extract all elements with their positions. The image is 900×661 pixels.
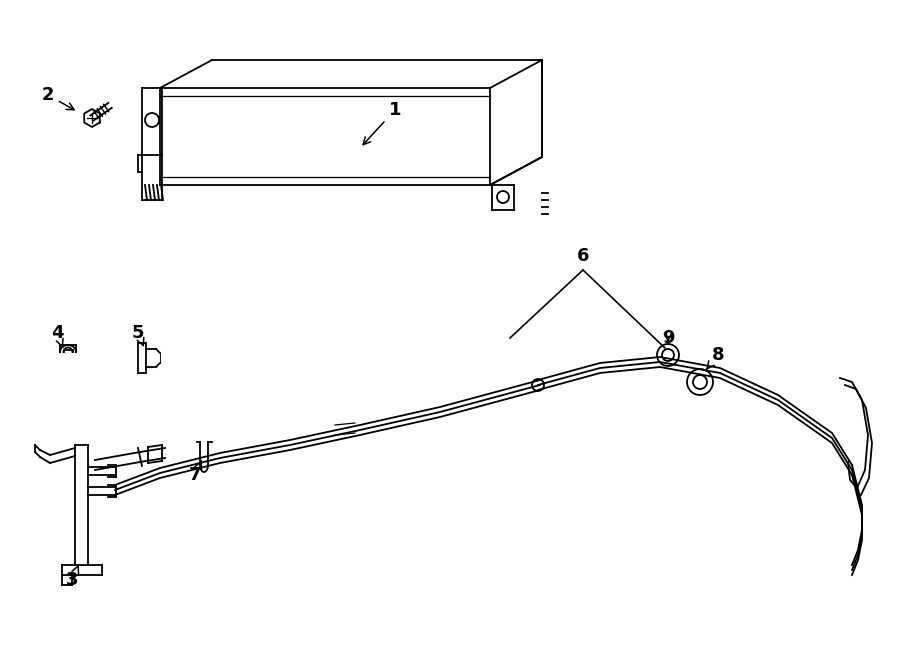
Text: 3: 3 [66,565,78,589]
Text: 6: 6 [577,247,590,265]
Text: 5: 5 [131,324,144,346]
Text: 1: 1 [363,101,401,145]
Text: 8: 8 [706,346,724,369]
Text: 7: 7 [189,461,202,484]
Text: 4: 4 [50,324,63,348]
Text: 2: 2 [41,86,74,110]
Text: 9: 9 [662,329,674,347]
